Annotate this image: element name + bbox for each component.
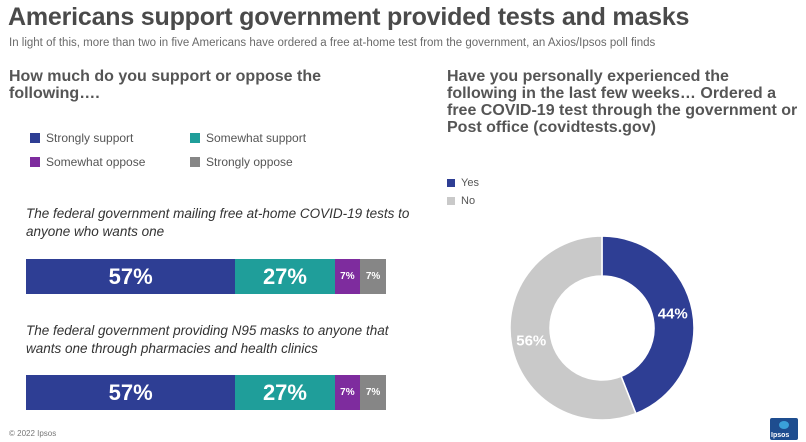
segment-strongly-support: 57% bbox=[26, 259, 236, 294]
bar-category-label: The federal government mailing free at-h… bbox=[26, 206, 410, 239]
ipsos-logo: Ipsos bbox=[770, 418, 798, 440]
logo-mark-icon bbox=[779, 421, 789, 429]
copyright: © 2022 Ipsos bbox=[9, 429, 57, 438]
segment-strongly-support: 57% bbox=[26, 375, 236, 410]
legend-swatch-no bbox=[447, 197, 455, 205]
data-label: 7% bbox=[365, 387, 381, 398]
data-label: 57% bbox=[108, 263, 153, 289]
legend-item-somewhat-oppose: Somewhat oppose bbox=[30, 155, 145, 169]
donut-chart: 44% 56% bbox=[509, 235, 695, 421]
legend-item-yes: Yes bbox=[447, 177, 479, 189]
segment-somewhat-support: 27% bbox=[235, 375, 335, 410]
donut-data-label: 56% bbox=[516, 332, 546, 349]
legend-label-strongly-support: Strongly support bbox=[46, 131, 134, 145]
donut-slice-no bbox=[509, 235, 637, 421]
legend-label-yes: Yes bbox=[461, 177, 479, 189]
chart-subtitle: In light of this, more than two in five … bbox=[9, 37, 656, 49]
legend-item-strongly-support: Strongly support bbox=[30, 131, 133, 145]
legend-item-somewhat-support: Somewhat support bbox=[190, 131, 306, 145]
data-label: 57% bbox=[108, 379, 153, 405]
legend-swatch-yes bbox=[447, 179, 455, 187]
logo-wordmark: Ipsos bbox=[771, 432, 790, 439]
legend-swatch-strongly-support bbox=[30, 133, 40, 143]
data-label: 27% bbox=[262, 263, 307, 289]
segment-strongly-oppose: 7% bbox=[360, 259, 386, 294]
segment-strongly-oppose: 7% bbox=[360, 375, 386, 410]
legend-label-no: No bbox=[461, 195, 476, 207]
data-label: 7% bbox=[340, 387, 355, 398]
right-question: Have you personally experienced the foll… bbox=[447, 68, 798, 136]
segment-somewhat-oppose: 7% bbox=[334, 259, 361, 294]
donut-slice-yes bbox=[601, 235, 695, 415]
legend-label-somewhat-support: Somewhat support bbox=[206, 131, 307, 145]
chart-title: Americans support government provided te… bbox=[8, 3, 690, 31]
legend-label-strongly-oppose: Strongly oppose bbox=[206, 155, 293, 169]
legend-item-strongly-oppose: Strongly oppose bbox=[190, 155, 293, 169]
legend-swatch-strongly-oppose bbox=[190, 157, 200, 167]
segment-somewhat-oppose: 7% bbox=[334, 375, 361, 410]
left-question: How much do you support or oppose the fo… bbox=[9, 68, 321, 102]
bar-category-label: The federal government providing N95 mas… bbox=[26, 323, 389, 356]
segment-somewhat-support: 27% bbox=[235, 259, 335, 294]
data-label: 7% bbox=[365, 271, 381, 282]
legend-swatch-somewhat-support bbox=[190, 133, 200, 143]
donut-data-label: 44% bbox=[658, 305, 688, 322]
legend-label-somewhat-oppose: Somewhat oppose bbox=[46, 155, 146, 169]
data-label: 7% bbox=[340, 271, 355, 282]
data-label: 27% bbox=[262, 379, 307, 405]
legend-swatch-somewhat-oppose bbox=[30, 157, 40, 167]
stacked-bar: 57% 27% 7% 7% bbox=[26, 375, 386, 410]
legend-item-no: No bbox=[447, 195, 475, 207]
stacked-bar: 57% 27% 7% 7% bbox=[26, 259, 386, 294]
